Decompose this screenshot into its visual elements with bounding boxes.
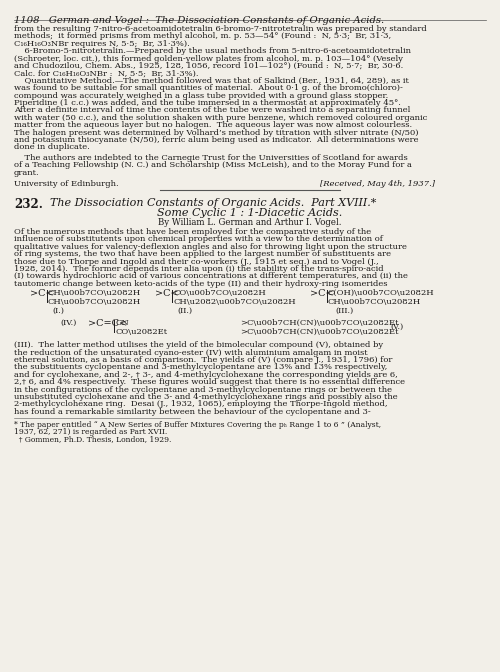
Text: 2-methylcyclohexane ring.  Desai (J., 1932, 1065), employing the Thorpe-Ingold m: 2-methylcyclohexane ring. Desai (J., 193… <box>14 401 388 409</box>
Text: Quantitative Method.—The method followed was that of Salkind (Ber., 1931, 64, 28: Quantitative Method.—The method followed… <box>14 77 409 85</box>
Text: >C<: >C< <box>310 289 334 298</box>
Text: (IV.): (IV.) <box>60 319 76 327</box>
Text: 1108   German and Vogel :  The Dissociation Constants of Organic Acids.: 1108 German and Vogel : The Dissociation… <box>14 16 384 25</box>
Text: matter from the aqueous layer but no halogen.  The aqueous layer was now almost : matter from the aqueous layer but no hal… <box>14 121 412 129</box>
Text: CH\u00b7CO\u2082H: CH\u00b7CO\u2082H <box>48 289 142 297</box>
Text: the reduction of the unsaturated cyano-ester (IV) with aluminium amalgam in mois: the reduction of the unsaturated cyano-e… <box>14 349 368 357</box>
Text: CH\u00b7CO\u2082H: CH\u00b7CO\u2082H <box>328 298 421 306</box>
Text: the substituents cyclopentane and 3-methylcyclopentane are 13% and 13% respectiv: the substituents cyclopentane and 3-meth… <box>14 364 387 372</box>
Text: (I.): (I.) <box>52 307 64 315</box>
Text: (V.): (V.) <box>390 323 403 331</box>
Text: done in duplicate.: done in duplicate. <box>14 143 90 151</box>
Text: compound was accurately weighed in a glass tube provided with a ground glass sto: compound was accurately weighed in a gla… <box>14 91 388 99</box>
Text: The Dissociation Constants of Organic Acids.  Part XVIII.*: The Dissociation Constants of Organic Ac… <box>50 198 376 208</box>
Text: 6-Bromo-5-nitrotetralin.—Prepared by the usual methods from 5-nitro-6-acetoamido: 6-Bromo-5-nitrotetralin.—Prepared by the… <box>14 47 411 55</box>
Text: ethereal solution, as a basis of comparison.  The yields of (V) (compare J., 193: ethereal solution, as a basis of compari… <box>14 356 392 364</box>
Text: >C=C<: >C=C< <box>88 319 127 328</box>
Text: CO\u2082Et: CO\u2082Et <box>115 328 167 336</box>
Text: 2,† 6, and 4% respectively.  These figures would suggest that there is no essent: 2,† 6, and 4% respectively. These figure… <box>14 378 405 386</box>
Text: By William L. German and Arthur I. Vogel.: By William L. German and Arthur I. Vogel… <box>158 218 342 227</box>
Text: and potassium thiocyanate (N/50), ferric alum being used as indicator.  All dete: and potassium thiocyanate (N/50), ferric… <box>14 136 418 144</box>
Text: >C\u00b7CH(CN)\u00b7CO\u2082Et: >C\u00b7CH(CN)\u00b7CO\u2082Et <box>240 328 398 336</box>
Text: The halogen present was determined by Volhard’s method by titration with silver : The halogen present was determined by Vo… <box>14 128 418 136</box>
Text: was found to be suitable for small quantities of material.  About 0·1 g. of the : was found to be suitable for small quant… <box>14 84 403 92</box>
Text: from the resulting 7-nitro-6-acetoamidotetralin 6-bromo-7-nitrotetralin was prep: from the resulting 7-nitro-6-acetoamidot… <box>14 25 427 33</box>
Text: 232.: 232. <box>14 198 43 211</box>
Text: 1928, 2014).  The former depends inter alia upon (i) the stability of the trans-: 1928, 2014). The former depends inter al… <box>14 265 384 273</box>
Text: 1937, 62, 271) is regarded as Part XVII.: 1937, 62, 271) is regarded as Part XVII. <box>14 428 167 436</box>
Text: methods;  it formed prisms from methyl alcohol, m. p. 53—54° (Found :  N, 5·3;  : methods; it formed prisms from methyl al… <box>14 32 391 40</box>
Text: in the configurations of the cyclopentane and 3-methylcyclopentane rings or betw: in the configurations of the cyclopentan… <box>14 386 392 394</box>
Text: has found a remarkable similarity between the behaviour of the cyclopentane and : has found a remarkable similarity betwee… <box>14 408 371 416</box>
Text: (II.): (II.) <box>178 307 192 315</box>
Text: and Chudozilou, Chem. Abs., 1925, 128, 1056, record 101—102°) (Found :  N, 5·7; : and Chudozilou, Chem. Abs., 1925, 128, 1… <box>14 62 403 70</box>
Text: >C<: >C< <box>155 289 178 298</box>
Text: grant.: grant. <box>14 169 40 177</box>
Text: C(OH)\u00b7CO\u2082H: C(OH)\u00b7CO\u2082H <box>328 289 434 297</box>
Text: CH\u00b7CO\u2082H: CH\u00b7CO\u2082H <box>48 298 142 306</box>
Text: with water (50 c.c.), and the solution shaken with pure benzene, which removed c: with water (50 c.c.), and the solution s… <box>14 114 427 122</box>
Text: those due to Thorpe and Ingold and their co-workers (J., 1915 et seq.) and to Vo: those due to Thorpe and Ingold and their… <box>14 257 378 265</box>
Text: [Received, May 4th, 1937.]: [Received, May 4th, 1937.] <box>320 180 435 188</box>
Text: influence of substitutents upon chemical properties with a view to the determina: influence of substitutents upon chemical… <box>14 235 383 243</box>
Text: tautomeric change between keto-acids of the type (II) and their hydroxy-ring iso: tautomeric change between keto-acids of … <box>14 280 388 288</box>
Text: University of Edinburgh.: University of Edinburgh. <box>14 180 118 188</box>
Text: unsubstituted cyclohexane and the 3- and 4-methylcyclohexane rings and possibly : unsubstituted cyclohexane and the 3- and… <box>14 393 398 401</box>
Text: Some Cyclic 1 : 1-Diacetic Acids.: Some Cyclic 1 : 1-Diacetic Acids. <box>158 208 342 218</box>
Text: CO\u00b7CO\u2082H: CO\u00b7CO\u2082H <box>173 289 266 297</box>
Text: and for cyclohexane, and 2-, † 3-, and 4-methylcyclohexane the corresponding yie: and for cyclohexane, and 2-, † 3-, and 4… <box>14 371 398 379</box>
Text: The authors are indebted to the Carnegie Trust for the Universities of Scotland : The authors are indebted to the Carnegie… <box>14 154 408 162</box>
Text: Piperidine (1 c.c.) was added, and the tube immersed in a thermostat at approxim: Piperidine (1 c.c.) was added, and the t… <box>14 99 401 107</box>
Text: of ring systems, the two that have been applied to the largest number of substit: of ring systems, the two that have been … <box>14 250 391 258</box>
Text: † Gommen, Ph.D. Thesis, London, 1929.: † Gommen, Ph.D. Thesis, London, 1929. <box>14 435 172 443</box>
Text: >C<: >C< <box>30 289 54 298</box>
Text: qualitative values for valency-deflexion angles and also for throwing light upon: qualitative values for valency-deflexion… <box>14 243 407 251</box>
Text: of a Teaching Fellowship (N. C.) and Scholarship (Miss McLeish), and to the Mora: of a Teaching Fellowship (N. C.) and Sch… <box>14 161 412 169</box>
Text: After a definite interval of time the contents of the tube were washed into a se: After a definite interval of time the co… <box>14 106 410 114</box>
Text: (Schroeter, loc. cit.), this formed golden-yellow plates from alcohol, m. p. 103: (Schroeter, loc. cit.), this formed gold… <box>14 54 403 62</box>
Text: Calc. for C₁₆H₁₆O₃NBr :  N, 5·5;  Br, 31·3%).: Calc. for C₁₆H₁₆O₃NBr : N, 5·5; Br, 31·3… <box>14 69 198 77</box>
Text: CN: CN <box>115 319 129 327</box>
Text: (III.): (III.) <box>336 307 354 315</box>
Text: (III).  The latter method utilises the yield of the bimolecular compound (V), ob: (III). The latter method utilises the yi… <box>14 341 383 349</box>
Text: * The paper entitled “ A New Series of Buffer Mixtures Covering the pₕ Range 1 t: * The paper entitled “ A New Series of B… <box>14 421 381 429</box>
Text: >C\u00b7CH(CN)\u00b7CO\u2082Et: >C\u00b7CH(CN)\u00b7CO\u2082Et <box>240 319 398 327</box>
Text: (I) towards hydrochloric acid of various concentrations at different temperature: (I) towards hydrochloric acid of various… <box>14 272 408 280</box>
Text: C₁₆H₁₆O₃NBr requires N, 5·5;  Br, 31·3%).: C₁₆H₁₆O₃NBr requires N, 5·5; Br, 31·3%). <box>14 40 190 48</box>
Text: CH\u2082\u00b7CO\u2082H: CH\u2082\u00b7CO\u2082H <box>173 298 296 306</box>
Text: Of the numerous methods that have been employed for the comparative study of the: Of the numerous methods that have been e… <box>14 228 371 236</box>
